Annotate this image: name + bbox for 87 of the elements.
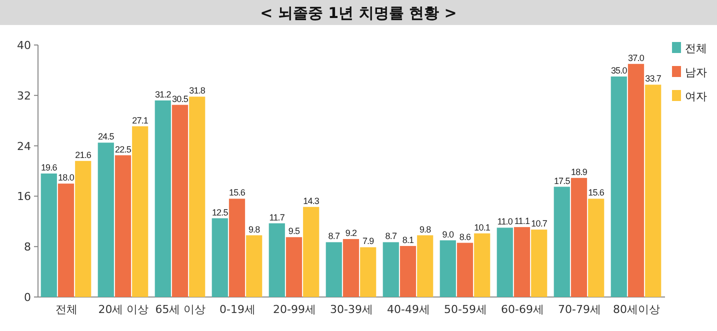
data-label: 9.8 [419, 224, 432, 234]
data-label: 9.2 [345, 228, 358, 238]
bar [628, 64, 644, 297]
data-label: 15.6 [229, 188, 246, 198]
bar [212, 218, 228, 297]
bar [360, 247, 376, 297]
chart-title: < 뇌졸중 1년 치명률 현황 > [260, 4, 457, 22]
legend-label: 전체 [685, 42, 707, 55]
data-label: 10.7 [531, 218, 548, 229]
bar [75, 160, 92, 297]
bar [132, 126, 148, 297]
data-label: 22.5 [115, 144, 132, 154]
bar [189, 96, 206, 297]
bar [554, 186, 570, 297]
bar [474, 233, 490, 297]
data-label: 8.6 [459, 232, 472, 242]
data-label: 33.7 [645, 74, 662, 84]
bar [98, 142, 114, 297]
x-tick-label: 전체 [56, 303, 78, 316]
bar [342, 239, 360, 297]
bar [531, 230, 548, 297]
data-label: 8.7 [328, 231, 340, 242]
bar [496, 228, 513, 297]
data-label: 17.5 [554, 176, 570, 186]
data-label: 27.1 [132, 115, 148, 126]
x-tick-label: 0-19세 [220, 303, 256, 316]
bar [286, 237, 302, 297]
data-label: 14.3 [303, 196, 320, 206]
data-label: 9.0 [442, 229, 454, 240]
x-tick-label: 20-99세 [273, 303, 316, 316]
data-label: 15.6 [588, 188, 604, 198]
bar [610, 76, 627, 297]
bar [645, 84, 662, 297]
bar [58, 184, 74, 297]
data-label: 31.8 [189, 86, 206, 96]
x-tick-label: 60-69세 [501, 303, 544, 316]
data-label: 19.6 [40, 162, 58, 173]
bar [588, 198, 604, 297]
data-label: 11.1 [514, 216, 530, 226]
legend-label: 여자 [685, 90, 707, 103]
x-tick-label: 70-79세 [558, 303, 601, 316]
bar [154, 100, 171, 297]
bar [246, 235, 262, 297]
data-label: 11.7 [269, 212, 285, 222]
y-tick-label: 32 [17, 89, 31, 102]
y-tick-label: 16 [17, 190, 31, 204]
bar [228, 198, 246, 297]
data-label: 7.9 [362, 236, 374, 246]
data-label: 8.1 [402, 234, 414, 245]
bar [417, 235, 434, 297]
data-label: 12.5 [212, 207, 228, 218]
x-tick-label: 65세 이상 [155, 303, 206, 316]
x-tick-label: 40-49세 [387, 303, 430, 316]
data-label: 37.0 [628, 52, 644, 63]
data-label: 10.1 [474, 222, 490, 232]
data-label: 35.0 [610, 66, 628, 76]
bar [303, 206, 320, 297]
data-label: 8.7 [385, 231, 397, 242]
bar [114, 155, 132, 297]
x-tick-label: 50-59세 [444, 303, 487, 316]
bar [400, 246, 416, 297]
bar [326, 242, 342, 297]
x-tick-label: 80세이상 [613, 303, 660, 316]
y-tick-label: 8 [24, 240, 31, 254]
bar [172, 104, 188, 297]
data-label: 9.8 [248, 224, 260, 234]
bar [456, 242, 474, 297]
data-label: 30.5 [172, 94, 188, 104]
y-tick-label: 0 [24, 291, 31, 304]
bar [268, 223, 285, 297]
data-label: 21.6 [75, 150, 92, 160]
legend-label: 남자 [685, 66, 707, 79]
bar [382, 242, 399, 297]
y-tick-label: 40 [17, 39, 31, 52]
x-tick-label: 30-39세 [330, 303, 373, 316]
data-label: 24.5 [98, 132, 114, 142]
data-label: 11.0 [497, 216, 513, 227]
data-label: 18.0 [58, 172, 74, 183]
x-tick-label: 20세 이상 [98, 303, 149, 316]
bar [570, 178, 588, 297]
data-label: 31.2 [154, 89, 172, 100]
bar [40, 174, 57, 297]
data-label: 18.9 [571, 166, 588, 177]
bar [514, 227, 530, 297]
y-tick-label: 24 [17, 140, 31, 153]
bar [440, 240, 456, 297]
data-label: 9.5 [288, 226, 300, 236]
